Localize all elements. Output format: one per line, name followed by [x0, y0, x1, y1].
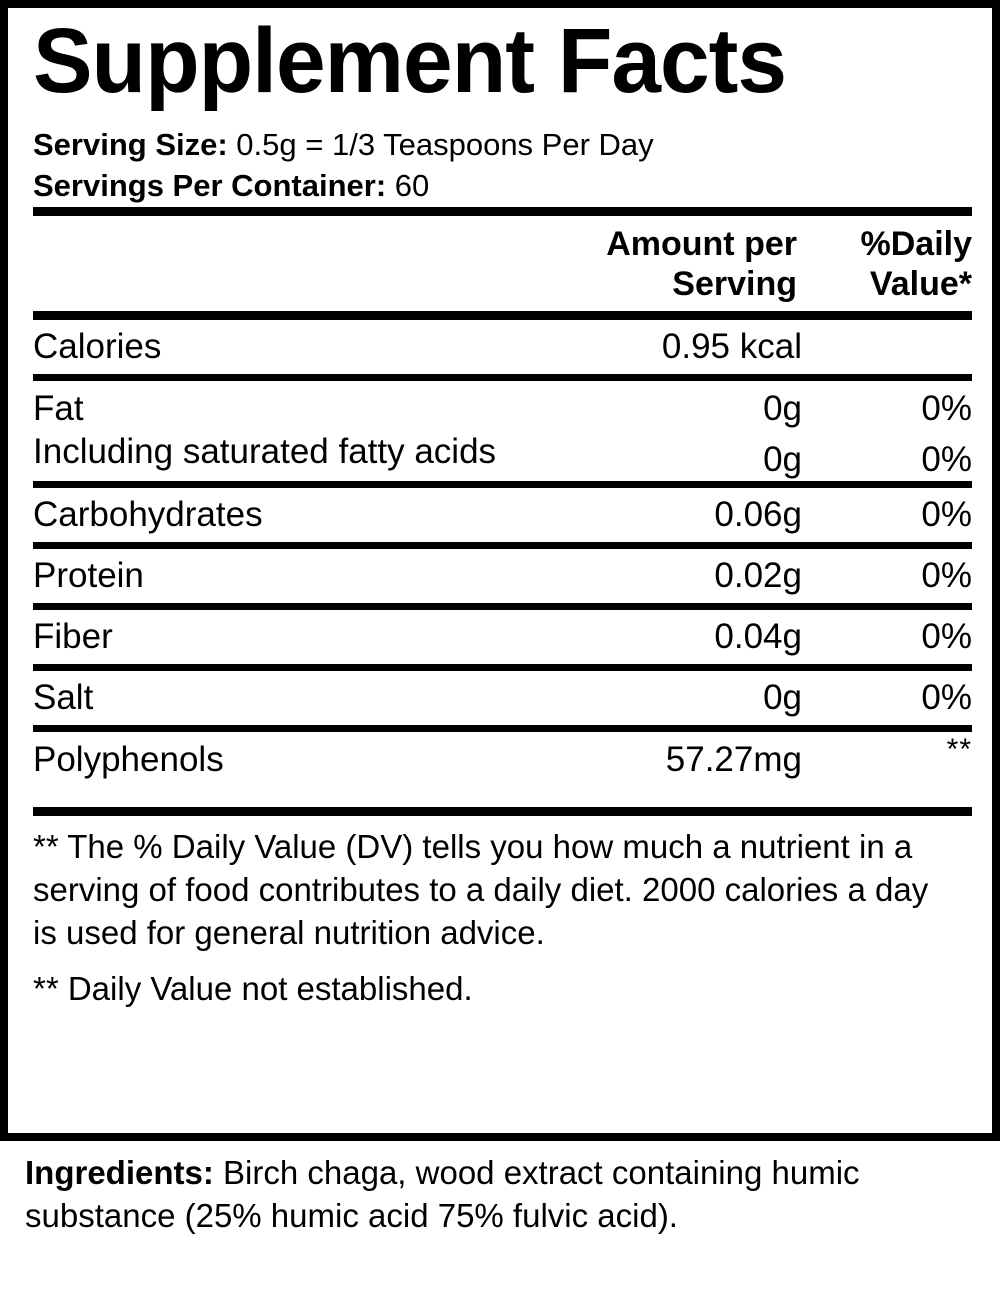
nutrient-table: Calories 0.95 kcal — [33, 320, 978, 374]
nutrient-daily-value: 0% — [921, 494, 972, 534]
nutrient-name: Polyphenols — [33, 739, 224, 779]
nutrient-amount: 0g — [763, 677, 802, 717]
ingredients-section: Ingredients: Birch chaga, wood extract c… — [25, 1152, 992, 1237]
rule-after-protein — [33, 602, 972, 610]
column-headers: Amount per Serving %Daily Value* — [22, 216, 978, 311]
table-row: Fiber 0.04g 0% — [33, 610, 972, 664]
rule-above-column-headers — [33, 206, 972, 216]
nutrient-amount: 0g — [763, 439, 802, 479]
rule-after-carbohydrates — [33, 541, 972, 549]
table-row: Calories 0.95 kcal — [33, 320, 972, 374]
nutrient-name: Fiber — [33, 616, 113, 656]
table-row: Carbohydrates 0.06g 0% — [33, 488, 972, 542]
table-row: Protein 0.02g 0% — [33, 549, 972, 603]
ingredients-label: Ingredients: — [25, 1154, 214, 1191]
rule-after-salt — [33, 724, 972, 732]
nutrient-daily-value: 0% — [921, 616, 972, 656]
nutrient-name: Carbohydrates — [33, 494, 263, 534]
serving-size-label: Serving Size: — [33, 127, 228, 163]
page-title: Supplement Facts — [33, 10, 787, 112]
nutrient-amount: 0.95 kcal — [661, 326, 802, 366]
ingredients-text: Birch chaga, wood extract containing hum… — [25, 1154, 860, 1234]
amount-header-line-2: Serving — [672, 264, 797, 303]
nutrient-daily-value: 0% — [921, 555, 972, 595]
servings-per-container-line: Servings Per Container: 60 — [33, 165, 978, 206]
serving-info: Serving Size: 0.5g = 1/3 Teaspoons Per D… — [33, 124, 978, 206]
nutrient-amount: 57.27mg — [665, 739, 802, 779]
amount-header-line-1: Amount per — [606, 224, 797, 263]
footnote-daily-value-not-established: ** Daily Value not established. — [33, 970, 473, 1008]
table-row: Fat 0g 0% — [33, 381, 972, 430]
amount-per-serving-header: Amount per Serving — [547, 224, 797, 304]
nutrient-amount: 0g — [763, 388, 802, 428]
nutrient-amount: 0.02g — [714, 555, 802, 595]
daily-value-header: %Daily Value* — [797, 224, 973, 304]
table-row: Including saturated fatty acids 0g 0% — [33, 430, 972, 481]
nutrient-name: Protein — [33, 555, 144, 595]
nutrient-name: Including saturated fatty acids — [33, 431, 497, 471]
nutrient-amount: 0.04g — [714, 616, 802, 656]
rule-after-calories — [33, 373, 972, 381]
serving-size-value: 0.5g = 1/3 Teaspoons Per Day — [227, 127, 654, 163]
nutrient-daily-value: 0% — [921, 439, 972, 479]
nutrient-name: Salt — [33, 677, 94, 717]
table-row: Salt 0g 0% — [33, 671, 972, 725]
serving-size-line: Serving Size: 0.5g = 1/3 Teaspoons Per D… — [33, 124, 978, 165]
rule-after-fat-group — [33, 480, 972, 488]
rule-below-column-headers — [33, 310, 972, 320]
nutrient-daily-value: 0% — [921, 388, 972, 428]
footnote-daily-value-explanation: ** The % Daily Value (DV) tells you how … — [33, 827, 929, 951]
servings-per-container-value: 60 — [386, 168, 430, 204]
footnotes: ** The % Daily Value (DV) tells you how … — [33, 816, 978, 1012]
supplement-facts-panel: Supplement Facts Serving Size: 0.5g = 1/… — [0, 0, 1000, 1141]
rule-above-footnotes — [33, 806, 972, 816]
nutrient-daily-value: 0% — [921, 677, 972, 717]
nutrient-amount: 0.06g — [714, 494, 802, 534]
nutrient-name: Fat — [33, 388, 84, 428]
rule-after-fiber — [33, 663, 972, 671]
nutrient-name: Calories — [33, 326, 162, 366]
dv-header-line-1: %Daily — [860, 224, 973, 263]
table-row: Polyphenols 57.27mg ** — [33, 732, 972, 807]
nutrient-daily-value: ** — [946, 732, 972, 766]
dv-header-line-2: Value* — [869, 264, 972, 303]
servings-per-container-label: Servings Per Container: — [33, 168, 387, 204]
